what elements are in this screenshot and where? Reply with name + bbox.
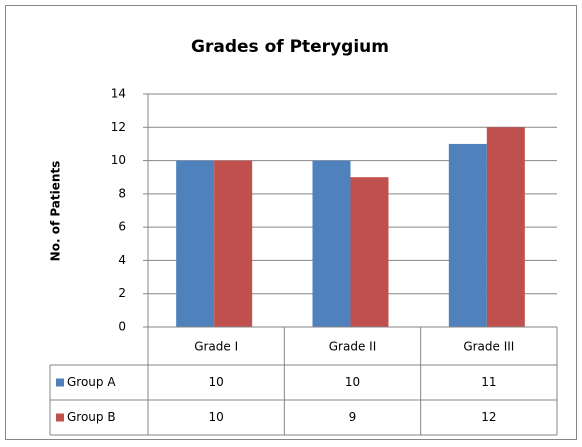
legend-swatch	[56, 378, 64, 387]
x-tick-label: Grade III	[463, 340, 514, 354]
legend-swatch	[56, 413, 64, 422]
table-value: 12	[481, 410, 496, 424]
table-value: 10	[209, 375, 224, 389]
x-tick-label: Grade II	[329, 340, 376, 354]
bar	[214, 160, 253, 327]
y-tick-label: 6	[118, 220, 126, 234]
y-tick-label: 12	[111, 120, 126, 134]
y-tick-label: 2	[118, 286, 126, 300]
y-tick-label: 8	[118, 186, 126, 200]
chart-title: Grades of Pterygium	[191, 37, 389, 57]
bar	[486, 127, 525, 328]
bar	[448, 143, 487, 327]
table-value: 10	[345, 375, 360, 389]
bar	[312, 160, 351, 327]
legend-label: Group A	[67, 375, 116, 389]
legend-label: Group B	[67, 410, 116, 424]
y-tick-label: 10	[111, 153, 126, 167]
y-tick-label: 14	[111, 87, 126, 101]
y-tick-label: 4	[118, 253, 126, 267]
bar	[350, 177, 389, 327]
y-axis-title: No. of Patients	[49, 161, 63, 262]
bar	[176, 160, 215, 327]
y-tick-label: 0	[118, 320, 126, 334]
table-value: 10	[209, 410, 224, 424]
table-value: 11	[481, 375, 496, 389]
table-value: 9	[349, 410, 357, 424]
x-tick-label: Grade I	[194, 340, 238, 354]
